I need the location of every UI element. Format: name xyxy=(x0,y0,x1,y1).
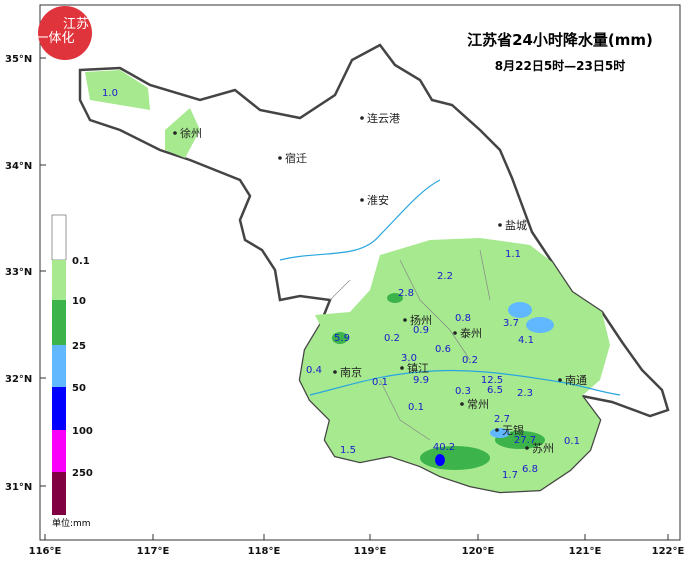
legend xyxy=(51,214,67,515)
rain-value: 2.8 xyxy=(398,288,414,299)
rain-value: 27.7 xyxy=(514,435,536,446)
legend-label: 100 xyxy=(72,426,93,437)
rain-value: 2.7 xyxy=(494,414,510,425)
logo: 江苏 一体化 xyxy=(35,6,92,60)
y-tick-label: 34°N xyxy=(5,161,32,172)
x-tick-label: 122°E xyxy=(652,546,685,557)
rain-value: 9.9 xyxy=(413,375,429,386)
rain-value: 0.9 xyxy=(413,325,429,336)
city-dot xyxy=(495,428,499,432)
rain-value: 2.2 xyxy=(437,271,453,282)
rain-value: 0.4 xyxy=(306,365,322,376)
rain-value: 0.1 xyxy=(372,377,388,388)
city-dot xyxy=(173,131,177,135)
rain-value: 0.8 xyxy=(455,313,471,324)
city-label: 常州 xyxy=(467,398,489,411)
rain-value: 0.2 xyxy=(384,333,400,344)
city-label: 苏州 xyxy=(532,442,554,455)
rain-value: 1.1 xyxy=(505,249,521,260)
legend-label: 0.1 xyxy=(72,256,90,267)
city-label: 连云港 xyxy=(367,112,400,125)
rain-value: 4.1 xyxy=(518,335,534,346)
city-dot xyxy=(403,318,407,322)
legend-label: 250 xyxy=(72,468,93,479)
city-dot xyxy=(360,116,364,120)
city-dot xyxy=(498,223,502,227)
legend-labels: 0.1 10 25 50 100 250 xyxy=(72,256,93,479)
city-dot xyxy=(460,402,464,406)
x-tick-label: 121°E xyxy=(569,546,602,557)
legend-label: 10 xyxy=(72,296,86,307)
city-label: 泰州 xyxy=(460,326,482,340)
city-label: 无锡 xyxy=(502,423,524,437)
logo-text: 江苏 xyxy=(63,16,89,32)
x-tick-label: 118°E xyxy=(248,546,281,557)
x-tick-label: 119°E xyxy=(354,546,387,557)
city-label: 盐城 xyxy=(505,219,527,232)
rain-value: 1.5 xyxy=(340,445,356,456)
x-tick-label: 120°E xyxy=(462,546,495,557)
legend-label: 50 xyxy=(72,383,86,394)
x-tick-label: 117°E xyxy=(137,546,170,557)
legend-label: 25 xyxy=(72,341,86,352)
title: 江苏省24小时降水量(mm) xyxy=(467,31,653,49)
subtitle: 8月22日5时—23日5时 xyxy=(495,58,625,73)
city-label: 镇江 xyxy=(407,361,429,375)
city-dot xyxy=(525,446,529,450)
city-dot xyxy=(453,331,457,335)
city-label: 南通 xyxy=(565,374,587,387)
logo-text: 一体化 xyxy=(35,31,74,46)
rain-value: 6.5 xyxy=(487,385,503,396)
y-tick-label: 33°N xyxy=(5,267,32,278)
legend-unit: 单位:mm xyxy=(52,517,91,529)
rain-value: 0.1 xyxy=(564,436,580,447)
rain-value: 3.7 xyxy=(503,318,519,329)
city-label: 淮安 xyxy=(367,193,389,207)
rain-value: 12.5 xyxy=(481,375,503,386)
rain-value: 2.3 xyxy=(517,388,533,399)
city-label: 徐州 xyxy=(180,126,202,140)
rain-value: 0.6 xyxy=(435,344,451,355)
x-tick-label: 116°E xyxy=(29,546,62,557)
city-dot xyxy=(360,198,364,202)
city-label: 南京 xyxy=(340,365,362,379)
city-dot xyxy=(278,156,282,160)
rain-value: 0.2 xyxy=(462,355,478,366)
city-dot xyxy=(400,366,404,370)
rain-value: 3.0 xyxy=(401,353,417,364)
rain-value: 5.9 xyxy=(334,333,350,344)
rain-value: 1.0 xyxy=(102,88,118,99)
rain-value: 6.8 xyxy=(522,464,538,475)
city-label: 宿迁 xyxy=(285,151,307,165)
city-dot xyxy=(558,378,562,382)
y-tick-label: 35°N xyxy=(5,54,32,65)
rain-value: 0.1 xyxy=(408,402,424,413)
rain-value: 40.2 xyxy=(433,442,455,453)
city-dot xyxy=(333,370,337,374)
y-tick-label: 31°N xyxy=(5,482,32,493)
y-tick-label: 32°N xyxy=(5,374,32,385)
rain-values: 1.01.12.22.80.80.93.74.15.9 0.23.00.60.29… xyxy=(102,88,580,481)
province xyxy=(78,43,670,494)
city-label: 扬州 xyxy=(410,313,432,327)
axes: 116°E 117°E 118°E 119°E 120°E 121°E 122°E 35°N 3… xyxy=(5,54,685,557)
rain-value: 0.3 xyxy=(455,386,471,397)
rain-value: 1.7 xyxy=(502,470,518,481)
